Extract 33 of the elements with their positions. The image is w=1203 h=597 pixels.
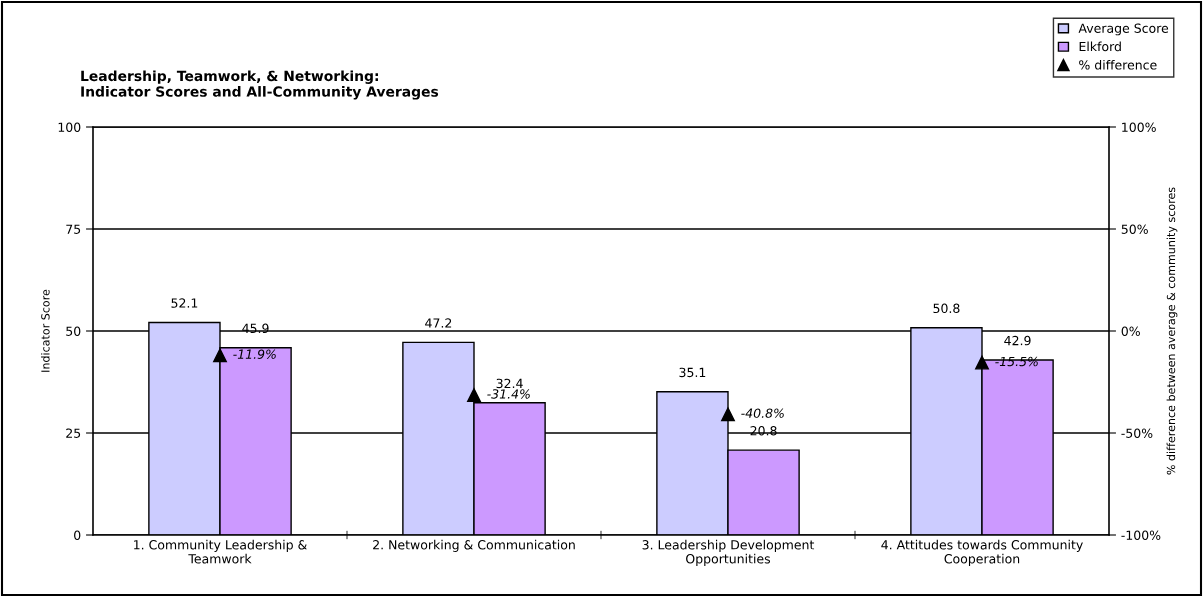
y-tick-label: 100 <box>58 122 81 132</box>
y-tick-label: 75 <box>66 224 81 234</box>
y-tick-label: 0 <box>74 530 81 540</box>
data-label: 50.8 <box>933 303 960 314</box>
y2-tick-label: -100% <box>1121 530 1161 540</box>
x-tick-label: 3. Leadership Development Opportunities <box>642 539 815 566</box>
y2-tick-label: 100% <box>1122 122 1156 132</box>
data-label: -11.9% <box>233 349 276 359</box>
data-label: -31.4% <box>487 389 530 399</box>
data-label: 35.1 <box>679 367 706 378</box>
y-tick-label: 25 <box>66 428 81 438</box>
point <box>213 348 227 363</box>
x-tick-label: 2. Networking & Communication <box>373 539 575 552</box>
x-tick-label: 1. Community Leadership & Teamwork <box>134 539 307 564</box>
y2-tick-label: 0% <box>1121 326 1140 336</box>
y-tick-label: 50 <box>66 326 81 336</box>
chart-title: Leadership, Teamwork, & Networking: Indicator Scores and All-Community Averages <box>81 70 439 100</box>
legend-label: % difference <box>1079 59 1157 70</box>
point <box>721 407 735 422</box>
data-label: -40.8% <box>741 408 784 418</box>
y2-tick-label: -50% <box>1121 428 1153 438</box>
data-label: 47.2 <box>425 318 452 328</box>
data-label: 42.9 <box>1004 335 1031 346</box>
y2-axis-title: % difference between average & community scores <box>1166 187 1178 475</box>
data-label: 52.1 <box>171 298 198 308</box>
x-tick-label: 4. Attitudes towards Community Cooperation <box>881 539 1083 566</box>
point <box>975 355 989 370</box>
y2-tick-label: 50% <box>1121 224 1148 234</box>
legend-label: Elkford <box>1079 41 1121 52</box>
legend-label: Average Score <box>1078 23 1169 36</box>
data-label: 32.4 <box>496 378 523 389</box>
y-axis-title: Indicator Score <box>41 289 50 372</box>
point <box>467 388 481 403</box>
